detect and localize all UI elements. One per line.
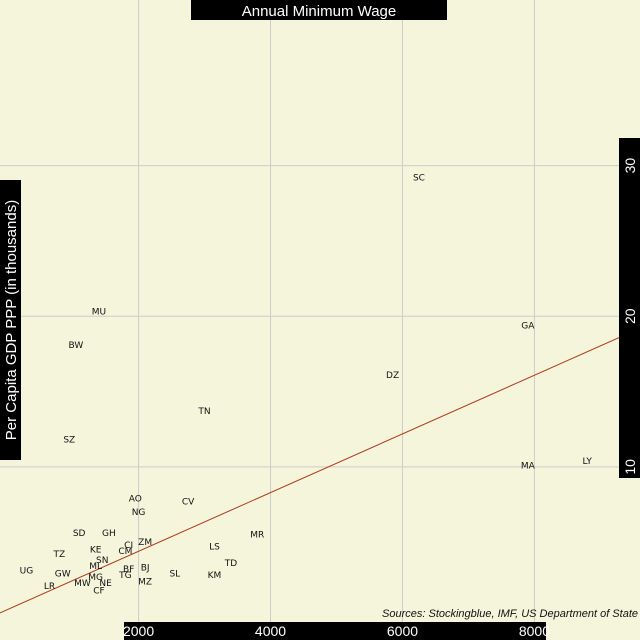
country-label-gw: GW	[55, 570, 71, 580]
country-label-lr: LR	[44, 582, 55, 592]
country-label-sl: SL	[169, 570, 180, 580]
country-label-km: KM	[208, 571, 222, 581]
y-tick-labels: 10 20 30	[622, 158, 638, 475]
country-label-mu: MU	[92, 308, 106, 318]
country-label-ao: AO	[129, 494, 142, 504]
y-tick-label: 10	[622, 459, 638, 475]
x-tick-label: 8000	[519, 623, 550, 639]
y-tick-band	[619, 138, 640, 478]
country-label-gh: GH	[102, 529, 116, 539]
country-label-ga: GA	[521, 321, 535, 331]
country-label-tg: TG	[118, 571, 131, 581]
country-label-sz: SZ	[63, 436, 75, 446]
x-tick-labels: 2000 4000 6000 8000	[123, 623, 550, 639]
x-tick-label: 6000	[387, 623, 418, 639]
x-tick-label: 2000	[123, 623, 154, 639]
country-label-tn: TN	[197, 407, 210, 417]
country-label-dz: DZ	[386, 371, 399, 381]
country-label-zm: ZM	[138, 538, 152, 548]
chart-title: Annual Minimum Wage	[242, 3, 397, 20]
x-tick-label: 4000	[255, 623, 286, 639]
source-note: Sources: Stockingblue, IMF, US Departmen…	[382, 608, 638, 620]
country-label-ls: LS	[209, 543, 220, 553]
country-label-ci: CI	[124, 541, 133, 551]
country-label-tz: TZ	[53, 550, 66, 560]
country-label-sd: SD	[73, 529, 86, 539]
country-label-ne: NE	[99, 579, 112, 589]
country-label-mr: MR	[250, 531, 264, 541]
country-label-td: TD	[224, 559, 237, 569]
trend-line	[0, 327, 640, 614]
country-label-bw: BW	[68, 341, 83, 351]
country-label-cv: CV	[182, 497, 195, 507]
country-label-mz: MZ	[138, 577, 152, 587]
country-label-ly: LY	[583, 457, 593, 467]
country-label-ng: NG	[132, 508, 146, 518]
country-label-bj: BJ	[141, 564, 150, 574]
y-tick-label: 20	[622, 308, 638, 324]
y-label-band	[0, 180, 21, 460]
data-labels: GQSCMUGABWDZTNSZLYMAAOCVNGSDGHMRZMCILSKE…	[20, 8, 593, 596]
country-label-ug: UG	[20, 567, 34, 577]
country-label-sc: SC	[413, 174, 425, 184]
y-tick-label: 30	[622, 158, 638, 174]
country-label-ml: ML	[89, 562, 102, 572]
title-band	[191, 0, 447, 20]
country-label-cf: CF	[93, 586, 104, 596]
country-label-sn: SN	[96, 556, 108, 566]
country-label-cm: CM	[118, 547, 132, 557]
country-label-ke: KE	[90, 546, 102, 556]
x-tick-band	[124, 622, 546, 640]
country-label-mw: MW	[74, 579, 91, 589]
country-label-bf: BF	[123, 565, 134, 575]
y-axis-label: Per Capita GDP PPP (in thousands)	[3, 200, 20, 440]
country-label-ma: MA	[521, 461, 536, 471]
country-label-mg: MG	[88, 573, 103, 583]
